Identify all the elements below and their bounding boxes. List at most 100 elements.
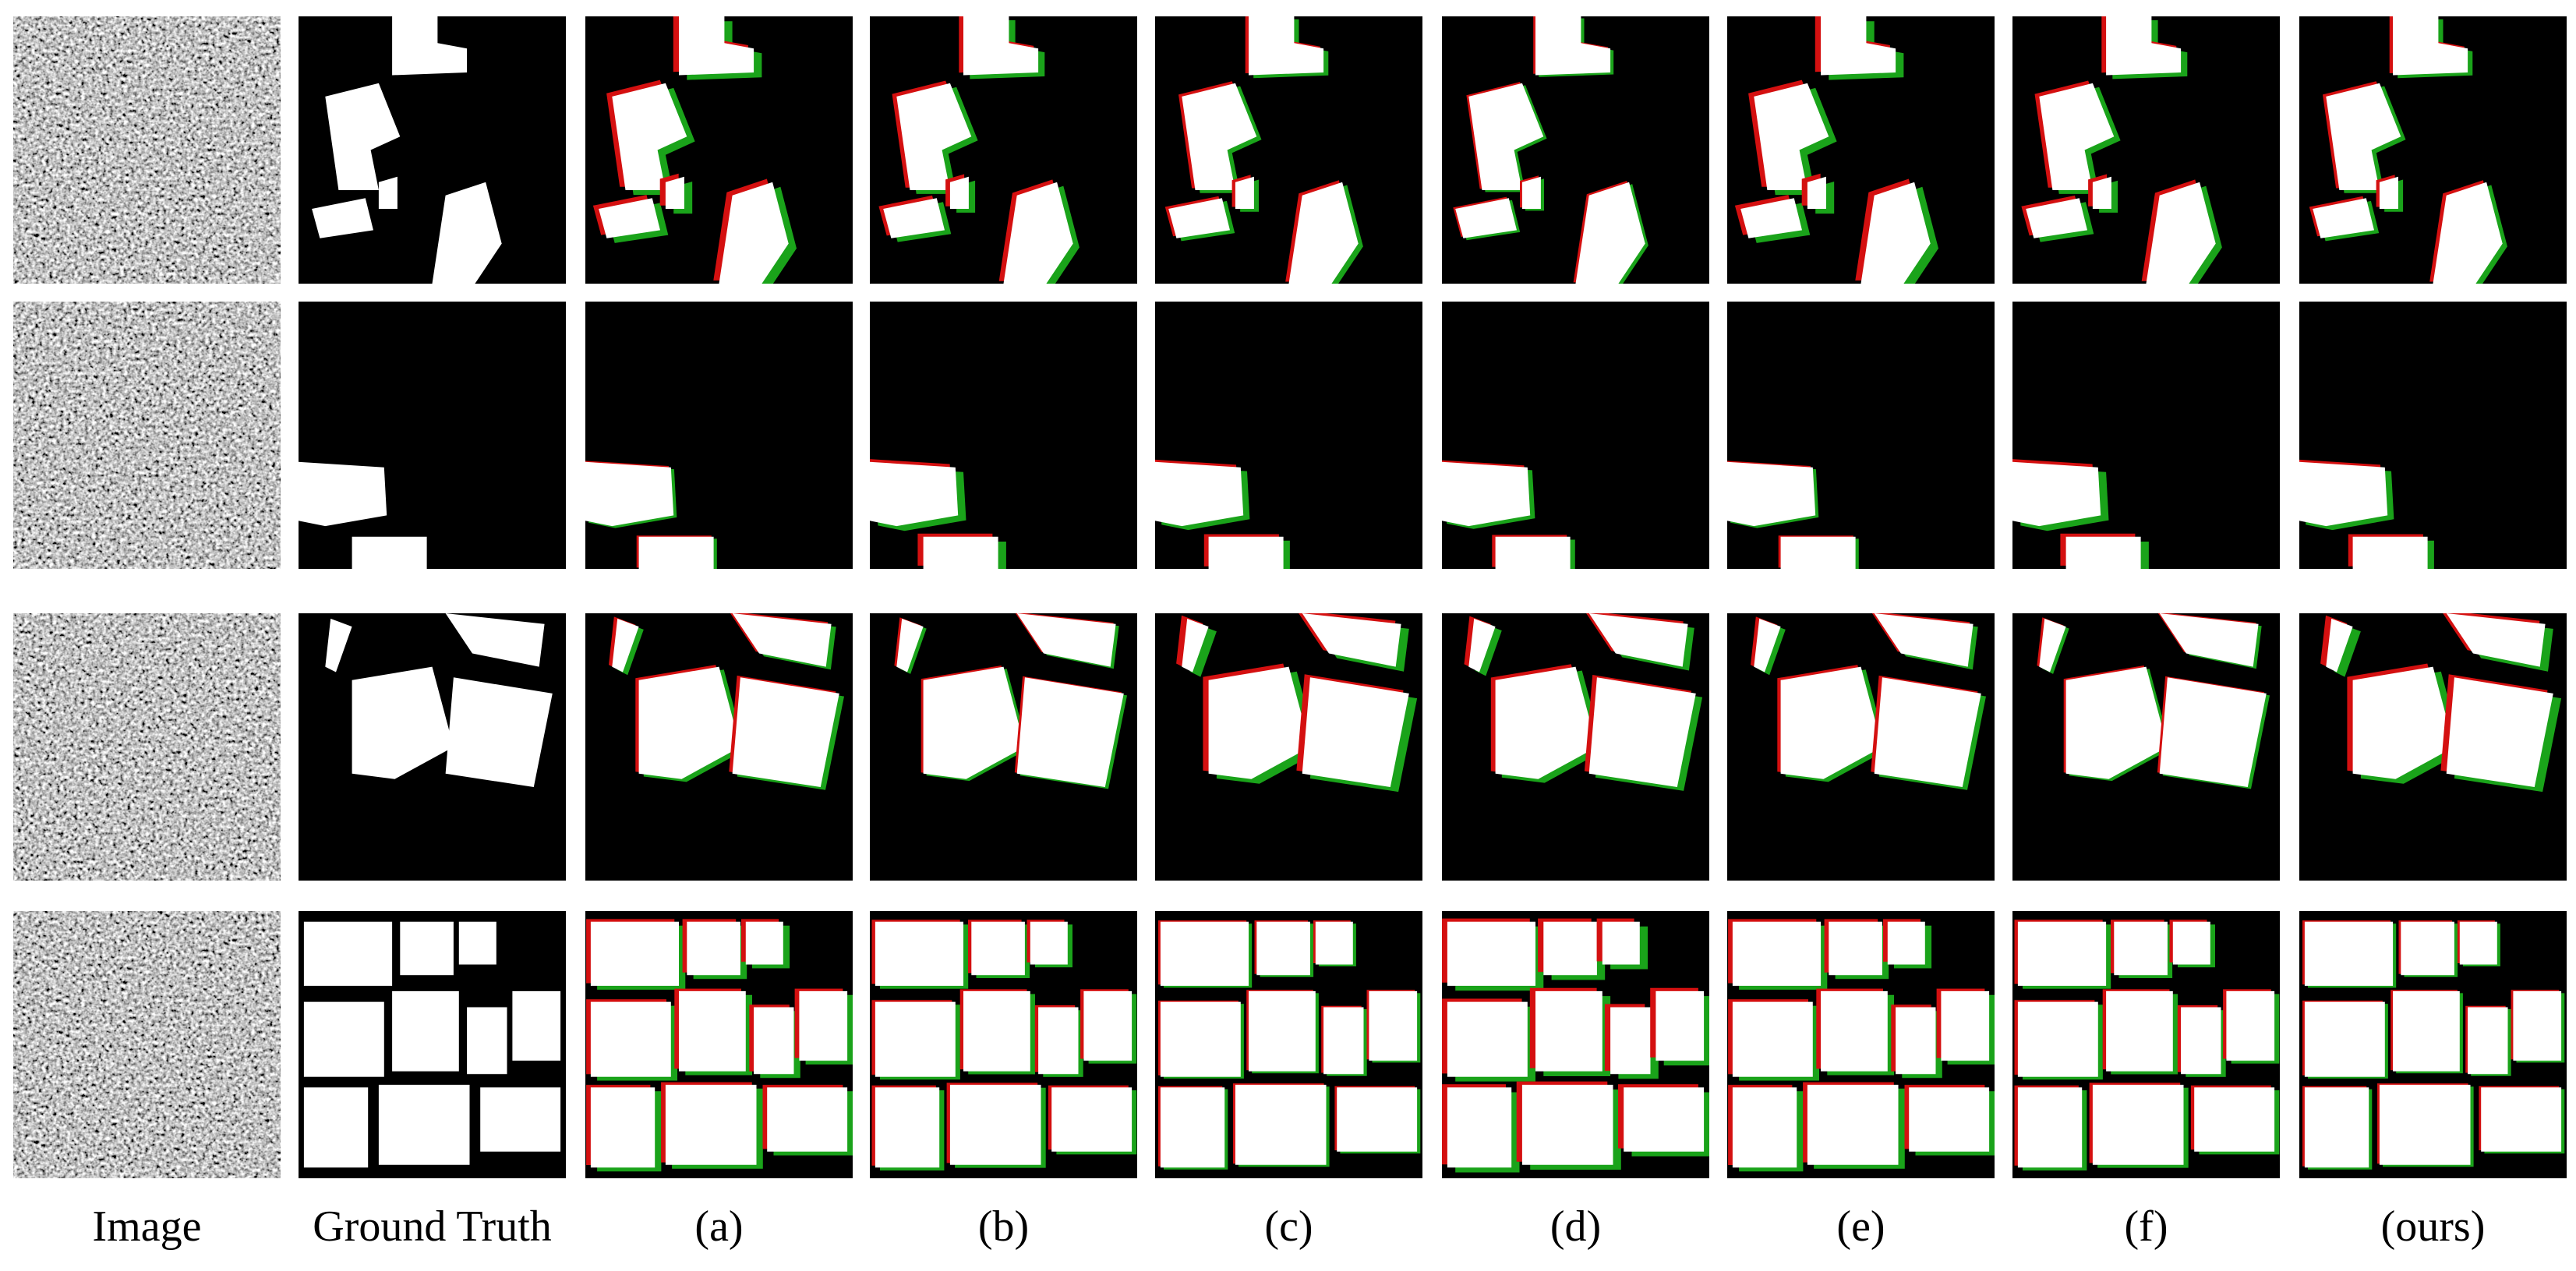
building <box>1016 613 1116 667</box>
panel <box>1155 613 1422 881</box>
panel-content <box>2012 16 2280 284</box>
panel-content <box>1727 16 1995 284</box>
building <box>325 618 352 673</box>
panel-content <box>1727 302 1995 569</box>
column-label: (e) <box>1836 1202 1885 1251</box>
building <box>2106 16 2182 76</box>
panel-content <box>1727 911 1995 1178</box>
building <box>590 921 679 986</box>
panel-content <box>1442 302 1709 569</box>
building <box>1821 990 1888 1072</box>
building <box>719 182 789 284</box>
mask-background <box>1727 302 1995 569</box>
building <box>1249 990 1316 1072</box>
panel-content <box>2299 16 2567 284</box>
building <box>896 618 924 673</box>
building <box>1315 921 1353 965</box>
building <box>2379 176 2398 209</box>
panel <box>1727 613 1995 881</box>
building <box>2092 1085 2184 1165</box>
panel <box>2299 613 2567 881</box>
building <box>1780 536 1856 569</box>
building <box>2326 83 2401 190</box>
building <box>1235 176 1254 209</box>
building <box>1302 613 1401 667</box>
panel-content <box>299 613 566 881</box>
panel <box>13 911 281 1178</box>
building <box>352 536 427 569</box>
building <box>1575 182 1645 284</box>
building <box>352 666 454 779</box>
building <box>767 1087 848 1152</box>
building <box>949 176 969 209</box>
building <box>2481 1087 2562 1152</box>
panel <box>13 16 281 284</box>
building <box>2026 198 2087 238</box>
building <box>971 921 1025 976</box>
panel-content <box>585 911 853 1178</box>
building <box>1860 182 1931 284</box>
building <box>1732 1087 1797 1168</box>
panel-content <box>2012 302 2280 569</box>
building <box>883 198 945 238</box>
building <box>638 666 740 779</box>
panel-content <box>1155 613 1422 881</box>
building <box>1182 83 1257 190</box>
panel-content <box>1442 911 1709 1178</box>
building <box>2446 613 2546 667</box>
column-label: (b) <box>978 1202 1029 1251</box>
building <box>312 198 373 238</box>
building <box>1543 921 1597 976</box>
panel <box>1442 16 1709 284</box>
column-label: (a) <box>694 1202 743 1251</box>
building <box>2304 1001 2385 1077</box>
building <box>875 1001 956 1077</box>
building <box>963 16 1039 76</box>
building <box>1442 461 1531 527</box>
panel <box>1442 302 1709 569</box>
building <box>2401 921 2454 976</box>
building <box>1655 990 1705 1061</box>
building <box>1610 1007 1651 1075</box>
building <box>2181 1007 2221 1075</box>
building <box>1588 613 1688 667</box>
building <box>1208 536 1284 569</box>
panel-content <box>1442 613 1709 881</box>
panel-content <box>870 16 1137 284</box>
building <box>665 176 684 209</box>
building <box>1302 677 1409 787</box>
building <box>2299 461 2388 527</box>
building <box>378 176 398 209</box>
sar-image <box>13 16 281 284</box>
building <box>1447 921 1535 986</box>
building <box>1249 16 1324 76</box>
mask-background <box>2299 302 2567 569</box>
building <box>2039 83 2115 190</box>
panel-content <box>585 302 853 569</box>
building <box>1874 677 1981 787</box>
building <box>512 990 561 1061</box>
building <box>923 666 1025 779</box>
building <box>1495 536 1571 569</box>
building <box>1754 83 1829 190</box>
building <box>2092 176 2111 209</box>
panel <box>870 16 1137 284</box>
building <box>599 198 660 238</box>
building <box>1369 990 1418 1061</box>
building <box>1160 921 1249 986</box>
building <box>1732 921 1822 986</box>
building <box>445 677 553 787</box>
panel <box>299 911 566 1178</box>
building <box>585 461 674 527</box>
building <box>923 536 998 569</box>
building <box>665 1085 757 1165</box>
building <box>1030 921 1068 965</box>
building <box>1602 921 1640 965</box>
building <box>1887 921 1925 965</box>
building <box>2114 921 2168 976</box>
building <box>875 1087 940 1168</box>
building <box>2172 921 2210 965</box>
building <box>2159 613 2259 667</box>
